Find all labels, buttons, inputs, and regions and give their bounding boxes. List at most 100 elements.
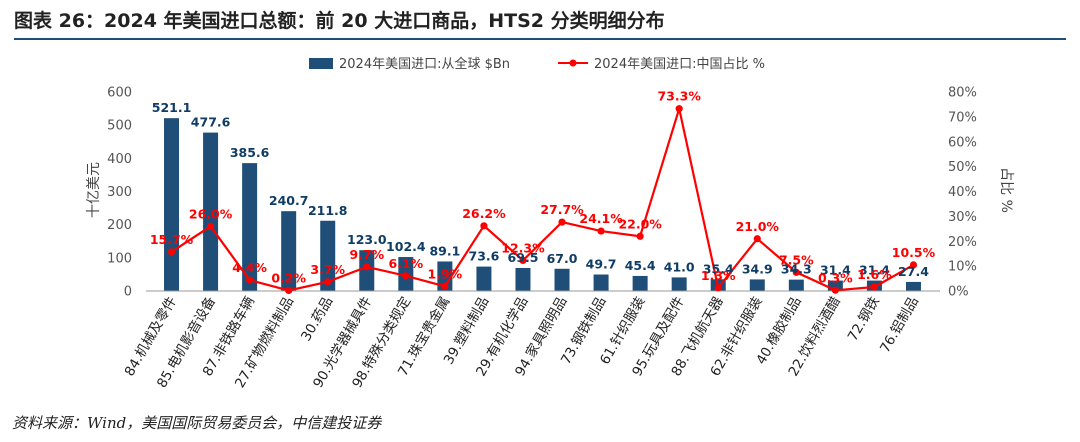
source-note: 资料来源：Wind，美国国际贸易委员会，中信建投证券: [12, 414, 382, 432]
line-value-label: 26.2%: [462, 206, 506, 221]
legend-label-line: 2024年美国进口:中国占比 %: [594, 57, 765, 72]
line-point: [246, 276, 254, 284]
bar-value-label: 35.4: [703, 261, 734, 276]
line-value-label: 22.0%: [618, 216, 662, 231]
line-point: [402, 272, 410, 280]
bar: [281, 211, 297, 291]
bar-value-label: 102.4: [386, 239, 426, 254]
bar-series: [164, 118, 921, 291]
legend: 2024年美国进口:从全球 $Bn 2024年美国进口:中国占比 %: [309, 56, 765, 72]
bar-value-label: 123.0: [347, 232, 387, 247]
bar: [827, 280, 843, 291]
bar-value-label: 477.6: [191, 115, 231, 130]
bar-value-label: 31.4: [820, 263, 851, 278]
left-tick-label: 0: [124, 285, 132, 300]
line-value-label: 9.7%: [349, 247, 384, 262]
line-point: [792, 268, 800, 276]
bar: [359, 250, 375, 291]
bar-value-label: 31.4: [859, 263, 890, 278]
line-point: [558, 218, 566, 226]
line-point: [206, 222, 215, 230]
line-point: [675, 105, 683, 113]
left-tick-label: 400: [107, 152, 132, 167]
line-point: [167, 248, 176, 256]
bar: [749, 279, 765, 291]
bar: [476, 266, 492, 291]
line-point: [714, 284, 722, 292]
combo-chart: 2024年美国进口:从全球 $Bn 2024年美国进口:中国占比 % 0 100 2…: [86, 56, 1014, 391]
bar: [164, 118, 180, 291]
line-value-label: 26.0%: [189, 206, 233, 221]
right-tick-label: 10%: [948, 260, 977, 275]
line-value-label: 1.6%: [857, 267, 892, 282]
bar: [554, 268, 570, 291]
right-tick-label: 60%: [948, 135, 977, 150]
line-point: [636, 232, 644, 240]
bar-value-label: 521.1: [152, 100, 192, 115]
line-value-label: 6.1%: [388, 256, 423, 271]
chart-title: 图表 26：2024 年美国进口总额：前 20 大进口商品，HTS2 分类明细分…: [14, 10, 665, 32]
line-point: [324, 278, 332, 286]
bar: [788, 279, 804, 291]
left-tick-label: 200: [107, 218, 132, 233]
right-tick-label: 20%: [948, 235, 977, 250]
bar-value-label: 45.4: [625, 258, 656, 273]
legend-label-bar: 2024年美国进口:从全球 $Bn: [339, 56, 510, 72]
line-value-label: 73.3%: [657, 89, 701, 104]
bar-value-label: 49.7: [586, 257, 617, 272]
line-point: [909, 261, 918, 269]
bar: [320, 220, 336, 291]
line-point: [753, 235, 761, 243]
bar-value-label: 34.3: [781, 262, 812, 277]
line-value-label: 21.0%: [736, 219, 780, 234]
bar: [437, 261, 453, 291]
right-axis-title: 占比 %: [998, 167, 1014, 213]
line-value-label: 1.9%: [428, 266, 463, 281]
bar: [242, 163, 258, 291]
bar: [203, 132, 219, 291]
line-series: [167, 104, 918, 295]
left-tick-label: 500: [107, 119, 132, 134]
line-value-labels: 15.7% 26.0% 4.4% 0.2% 3.7% 9.7% 6.1% 1.9% 26.2% 1…: [150, 89, 936, 286]
left-tick-label: 100: [107, 251, 132, 266]
category-label: 30.药品: [298, 294, 336, 344]
left-tick-label: 300: [107, 185, 132, 200]
category-label: 72.钢铁: [845, 294, 883, 344]
right-tick-label: 50%: [948, 160, 977, 175]
bar-value-label: 211.8: [308, 203, 348, 218]
line-value-label: 0.2%: [271, 271, 306, 286]
line-value-label: 1.3%: [701, 268, 736, 283]
right-tick-label: 80%: [948, 86, 977, 101]
legend-swatch-bar: [309, 58, 333, 69]
bar-value-label: 34.9: [742, 261, 773, 276]
bar: [515, 267, 531, 291]
bar: [632, 275, 648, 291]
right-axis: 0% 10% 20% 30% 40% 50% 60% 70% 80%: [948, 86, 977, 300]
line-point: [363, 263, 371, 271]
line-point: [519, 256, 527, 265]
line-value-label: 10.5%: [892, 245, 936, 260]
line-value-label: 27.7%: [540, 202, 584, 217]
bar: [905, 281, 921, 291]
line-point: [480, 222, 488, 230]
bar-value-label: 240.7: [269, 193, 309, 208]
line-point: [285, 286, 293, 295]
bar-value-label: 41.0: [664, 259, 695, 274]
left-axis-title: 十亿美元: [86, 162, 102, 218]
right-tick-label: 0%: [948, 285, 969, 300]
left-axis: 0 100 200 300 400 500 600: [107, 86, 132, 300]
bar-value-label: 385.6: [230, 145, 270, 160]
right-tick-label: 40%: [948, 185, 977, 200]
right-tick-label: 70%: [948, 110, 977, 125]
line-point: [441, 282, 449, 290]
legend-swatch-marker: [569, 59, 577, 67]
line-value-label: 12.3%: [501, 240, 545, 255]
line-point: [597, 227, 605, 235]
bar-value-label: 27.4: [898, 264, 929, 279]
bar: [593, 274, 609, 291]
line-value-label: 3.7%: [310, 262, 345, 277]
right-tick-label: 30%: [948, 210, 977, 225]
bar: [671, 277, 687, 291]
